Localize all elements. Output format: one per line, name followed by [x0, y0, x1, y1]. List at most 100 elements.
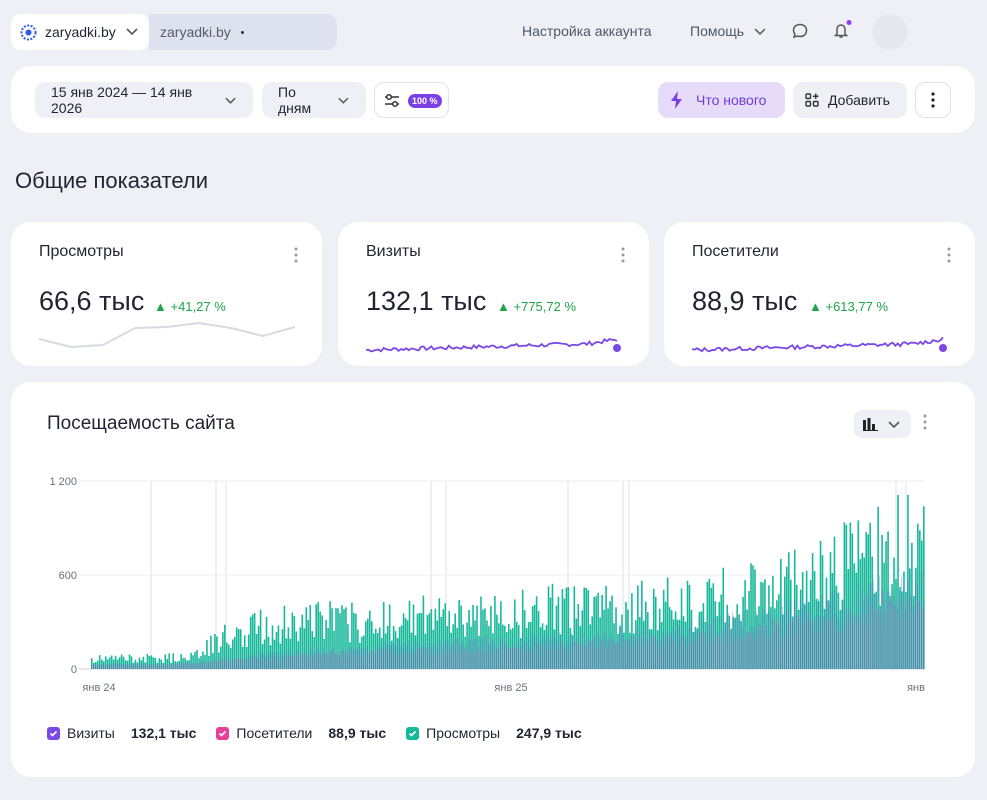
bar-views	[712, 583, 715, 669]
more-button[interactable]	[915, 82, 951, 118]
bar-visits	[581, 644, 583, 669]
more-vertical-icon[interactable]	[621, 247, 625, 263]
bar-visits	[490, 642, 491, 669]
bar-visits	[454, 639, 455, 669]
bar-visits	[849, 602, 851, 669]
bar-views	[835, 585, 838, 669]
bar-visits	[903, 588, 904, 669]
site-selector[interactable]: zaryadki.by	[11, 14, 149, 50]
bell-icon[interactable]	[832, 20, 852, 40]
bar-visitors	[488, 644, 490, 669]
bar-visits	[259, 651, 261, 669]
bar-views	[436, 620, 439, 669]
bar-visitors	[409, 655, 410, 669]
bar-visitors	[441, 647, 442, 669]
bar-visits	[913, 606, 914, 669]
checkbox-checked-icon[interactable]	[47, 726, 60, 740]
bar-visitors	[359, 656, 361, 669]
bar-visitors	[661, 648, 662, 669]
bar-views	[376, 633, 379, 669]
add-button[interactable]: Добавить	[793, 82, 907, 118]
bar-visits	[857, 582, 859, 669]
grouping-selector[interactable]: По дням	[262, 82, 366, 118]
bar-views	[746, 609, 748, 669]
bar-views	[684, 621, 687, 669]
bar-visitors	[860, 613, 861, 669]
bar-visits	[174, 663, 175, 669]
bar-views	[613, 623, 615, 669]
bar-views	[563, 598, 566, 669]
bar-visitors	[703, 631, 704, 669]
bar-visitors	[244, 661, 245, 669]
site-tab-secondary[interactable]: zaryadki.by	[149, 14, 337, 50]
filters-button[interactable]: 100 %	[374, 82, 449, 118]
more-vertical-icon[interactable]	[923, 414, 927, 430]
bar-visitors	[365, 657, 367, 669]
chat-icon[interactable]	[791, 22, 809, 40]
bar-visits	[883, 591, 884, 669]
bar-views	[307, 619, 310, 669]
bar-views	[106, 659, 109, 669]
legend-item-visitors[interactable]: Посетители 88,9 тыс	[216, 725, 386, 741]
legend-item-visits[interactable]: Визиты 132,1 тыс	[47, 725, 196, 741]
bar-visitors	[355, 653, 357, 669]
bar-visits	[154, 664, 156, 669]
account-settings-link[interactable]: Настройка аккаунта	[522, 23, 652, 39]
bar-visits	[267, 652, 269, 669]
bar-visitors	[580, 645, 581, 669]
bar-visits	[239, 657, 241, 669]
more-vertical-icon[interactable]	[294, 247, 298, 263]
bar-visits	[241, 658, 243, 669]
bar-views	[557, 596, 560, 669]
bar-views	[541, 623, 544, 669]
traffic-chart[interactable]: 0 600 1 200 янв 24 янв 25 янв	[11, 462, 975, 702]
bar-views	[905, 591, 907, 669]
avatar[interactable]	[872, 14, 908, 50]
bar-visits	[786, 600, 787, 669]
sampling-badge: 100 %	[408, 94, 442, 108]
bar-views	[750, 563, 752, 669]
bar-visits	[206, 662, 207, 669]
bar-visits	[269, 652, 271, 669]
bar-views	[893, 557, 895, 669]
bar-visits	[436, 646, 438, 669]
bar-visitors	[776, 620, 778, 669]
help-menu[interactable]: Помощь	[690, 23, 745, 39]
chart-type-selector[interactable]	[854, 410, 911, 438]
bar-visitors	[552, 643, 553, 669]
bar-views	[899, 587, 901, 669]
bar-views	[305, 607, 308, 669]
bar-views	[363, 635, 365, 669]
bar-views	[247, 634, 250, 669]
bar-visitors	[719, 636, 720, 669]
bar-visits	[760, 625, 761, 669]
whats-new-button[interactable]: Что нового	[658, 82, 785, 118]
bar-visits	[843, 601, 845, 669]
bar-views	[519, 638, 522, 669]
bar-visits	[307, 655, 309, 669]
bar-visitors	[282, 657, 283, 669]
bar-visits	[619, 628, 620, 669]
bar-visits	[476, 638, 477, 669]
more-vertical-icon[interactable]	[947, 247, 951, 263]
checkbox-checked-icon[interactable]	[406, 726, 420, 740]
bar-visits	[428, 642, 430, 669]
kpi-card-views[interactable]: Просмотры 66,6 тыс ▲ +41,27 %	[11, 222, 322, 366]
bar-visitors	[647, 646, 649, 669]
bar-visits	[891, 599, 892, 669]
bar-visitors	[371, 649, 373, 669]
bar-visitors	[204, 662, 206, 669]
checkbox-checked-icon[interactable]	[216, 726, 230, 740]
bar-views	[633, 633, 635, 669]
bar-visitors	[314, 656, 315, 669]
bar-visits	[118, 663, 120, 669]
legend-item-views[interactable]: Просмотры 247,9 тыс	[406, 725, 582, 741]
kpi-card-visits[interactable]: Визиты 132,1 тыс ▲ +775,72 %	[338, 222, 649, 366]
bar-visits	[289, 650, 291, 669]
kpi-card-visitors[interactable]: Посетители 88,9 тыс ▲ +613,77 %	[664, 222, 975, 366]
bar-visits	[577, 641, 579, 669]
date-range-selector[interactable]: 15 янв 2024 — 14 янв 2026	[35, 82, 253, 118]
bar-visits	[575, 641, 577, 669]
bar-visits	[482, 641, 483, 669]
bar-visitors	[161, 665, 162, 669]
